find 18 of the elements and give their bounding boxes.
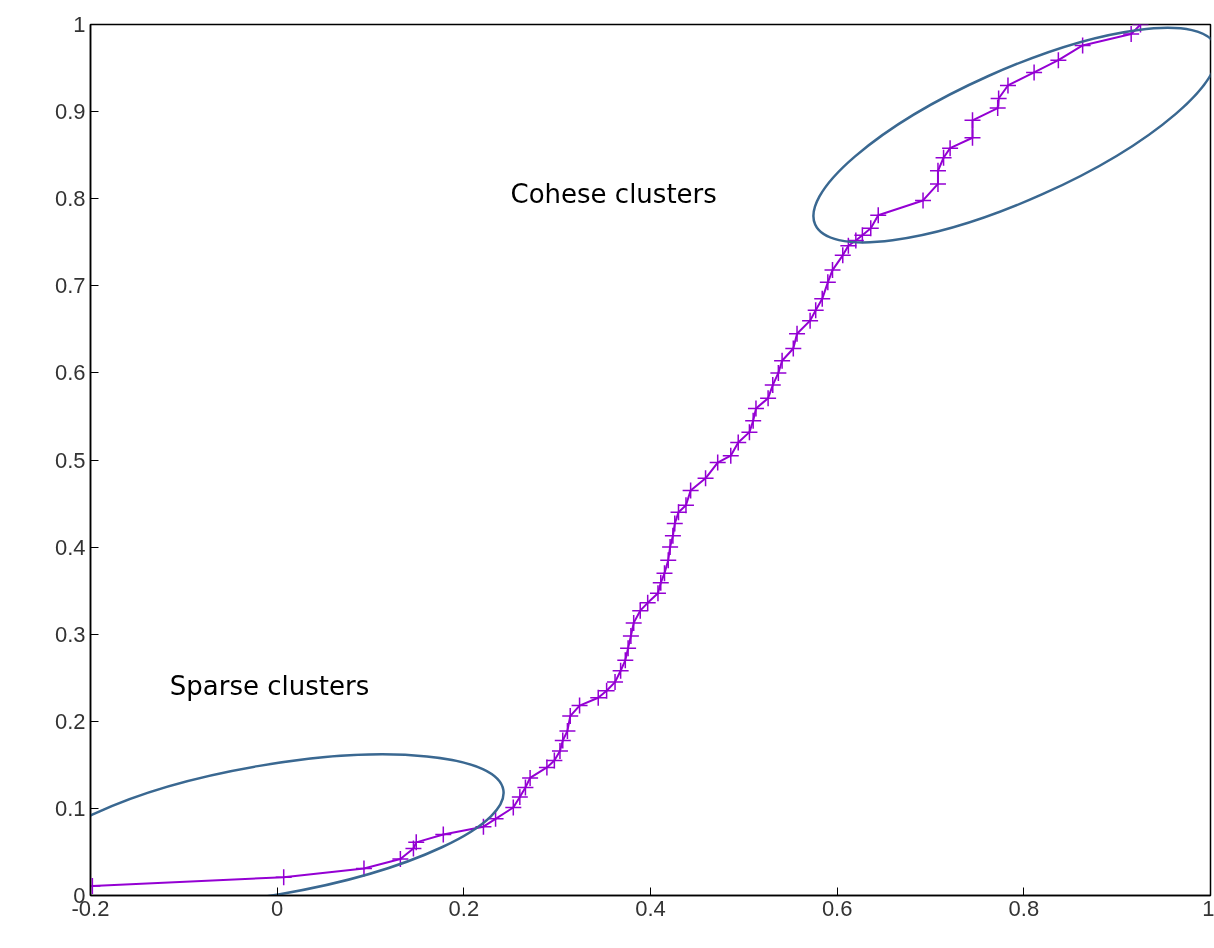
y-tick-label: 0.1: [54, 795, 86, 821]
y-tick-label: 0.9: [54, 99, 86, 125]
annotation: Cohese clusters: [510, 179, 717, 210]
annotation: Sparse clusters: [169, 671, 370, 702]
x-tick-label: 0.2: [448, 895, 480, 921]
y-tick-label: 0.4: [54, 534, 86, 560]
y-tick-label: 0.3: [54, 621, 86, 647]
x-tick-label: 0.4: [635, 895, 666, 921]
x-tick-label: 1: [1202, 895, 1214, 921]
y-tick-label: 0.2: [54, 708, 86, 734]
y-tick-label: 1: [73, 12, 86, 37]
x-tick-label: 0.6: [821, 895, 853, 921]
y-tick-label: 0.5: [54, 447, 86, 473]
y-tick-label: 0.8: [54, 186, 86, 212]
x-tick-label: 0.8: [1008, 895, 1040, 921]
y-tick-label: 0.6: [54, 360, 86, 386]
x-tick-label: 0: [271, 895, 284, 921]
y-tick-label: 0.7: [54, 273, 86, 299]
